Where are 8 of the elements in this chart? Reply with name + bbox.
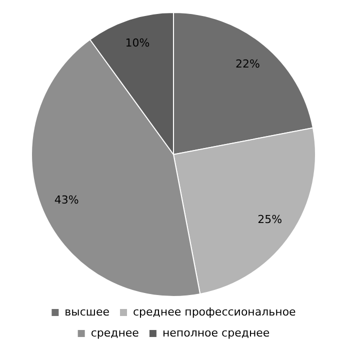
legend-label: неполное среднее <box>162 326 270 340</box>
data-label: 22% <box>235 58 260 71</box>
legend-label: среднее профессиональное <box>133 305 296 318</box>
data-label: 43% <box>54 194 79 207</box>
legend-label: высшее <box>64 305 110 318</box>
data-label: 10% <box>125 36 150 50</box>
data-label: 25% <box>258 212 282 226</box>
legend-label: среднее <box>90 326 140 340</box>
